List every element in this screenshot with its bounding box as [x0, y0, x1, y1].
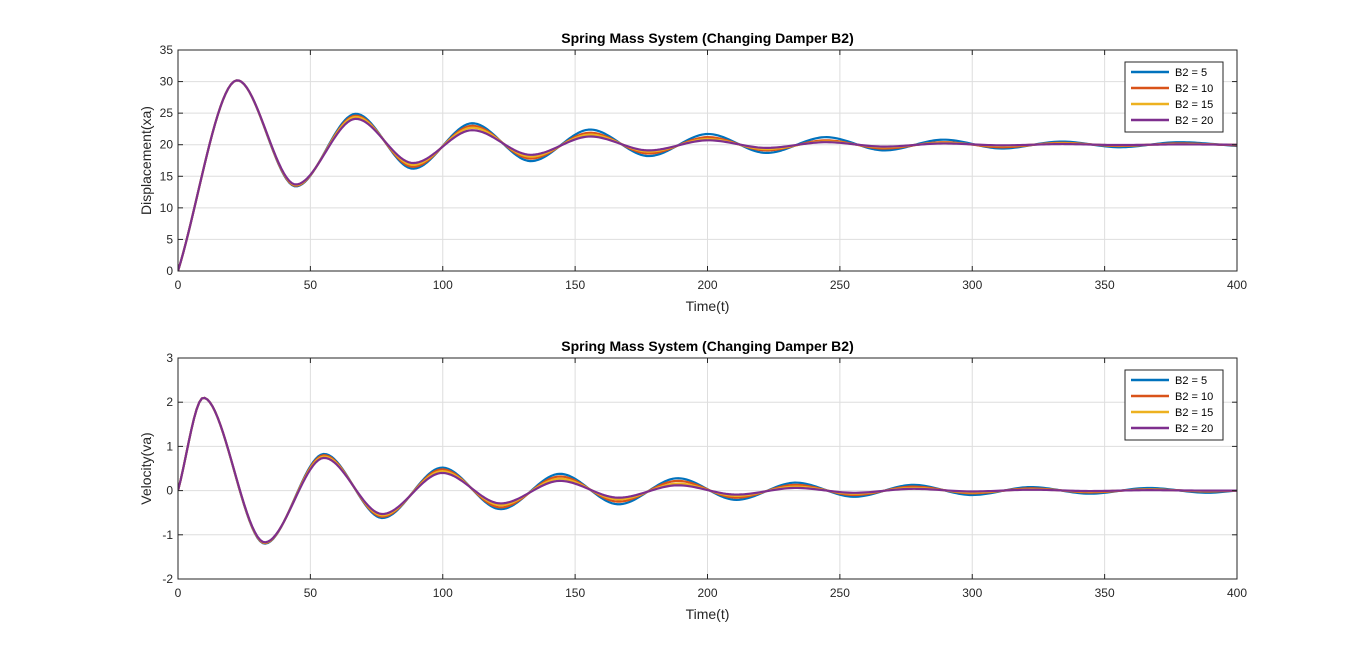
legend-label-2: B2 = 10: [1175, 83, 1213, 95]
y-axis-label: Velocity(va): [138, 432, 154, 504]
y-tick-label: 25: [160, 106, 174, 120]
x-tick-label: 350: [1095, 586, 1115, 600]
y-tick-label: 10: [160, 201, 174, 215]
y-tick-label: 1: [166, 439, 173, 453]
x-tick-label: 0: [175, 278, 182, 292]
x-tick-label: 300: [962, 586, 982, 600]
legend-label-3: B2 = 15: [1175, 99, 1213, 111]
y-tick-label: 20: [160, 138, 174, 152]
x-tick-label: 250: [830, 278, 850, 292]
y-tick-label: 0: [166, 484, 173, 498]
chart-title: Spring Mass System (Changing Damper B2): [561, 30, 854, 46]
legend-label-4: B2 = 20: [1175, 115, 1213, 127]
y-tick-label: 35: [160, 43, 174, 57]
x-tick-label: 250: [830, 586, 850, 600]
legend-label-2: B2 = 10: [1175, 391, 1213, 403]
x-tick-label: 200: [697, 278, 717, 292]
x-tick-label: 0: [175, 586, 182, 600]
legend-label-1: B2 = 5: [1175, 67, 1207, 79]
y-tick-label: 15: [160, 169, 174, 183]
x-tick-label: 100: [433, 278, 453, 292]
legend-label-1: B2 = 5: [1175, 375, 1207, 387]
x-tick-label: 200: [697, 586, 717, 600]
x-tick-label: 100: [433, 586, 453, 600]
legend: B2 = 5 B2 = 10 B2 = 15 B2 = 20: [1124, 369, 1224, 441]
y-tick-label: -2: [162, 572, 173, 586]
x-tick-label: 50: [304, 586, 318, 600]
legend-label-4: B2 = 20: [1175, 423, 1213, 435]
x-tick-label: 400: [1227, 278, 1247, 292]
chart-title: Spring Mass System (Changing Damper B2): [561, 338, 854, 354]
ticks: 0 50 100 150 200 250 300 350 400 0 5 10 15 20 25 30 35: [160, 43, 1248, 292]
x-tick-label: 350: [1095, 278, 1115, 292]
series-line-4: [178, 396, 1237, 544]
x-tick-label: 300: [962, 278, 982, 292]
x-tick-label: 150: [565, 586, 585, 600]
legend-label-3: B2 = 15: [1175, 407, 1213, 419]
x-axis-label: Time(t): [686, 298, 730, 314]
chart-panel-2: 0 50 100 150 200 250 300 350 400 -2 -1 0 1 2 3 Spring M…: [138, 338, 1247, 622]
x-axis-label: Time(t): [686, 606, 730, 622]
series-line-1: [178, 79, 1237, 271]
y-tick-label: 0: [166, 264, 173, 278]
series-line-4: [178, 79, 1237, 271]
series-lines: [178, 79, 1237, 271]
series-lines: [178, 396, 1237, 545]
ticks: 0 50 100 150 200 250 300 350 400 -2 -1 0 1 2 3: [162, 351, 1247, 600]
y-axis-label: Displacement(xa): [138, 106, 154, 215]
legend: B2 = 5 B2 = 10 B2 = 15 B2 = 20: [1124, 61, 1224, 133]
y-tick-label: 5: [166, 232, 173, 246]
y-tick-label: 3: [166, 351, 173, 365]
x-tick-label: 150: [565, 278, 585, 292]
y-tick-label: -1: [162, 528, 173, 542]
x-tick-label: 50: [304, 278, 318, 292]
chart-panel-1: 0 50 100 150 200 250 300 350 400 0 5 10 15 20 25 30 35 Sp…: [138, 30, 1247, 314]
x-tick-label: 400: [1227, 586, 1247, 600]
y-tick-label: 2: [166, 395, 173, 409]
y-tick-label: 30: [160, 75, 174, 89]
